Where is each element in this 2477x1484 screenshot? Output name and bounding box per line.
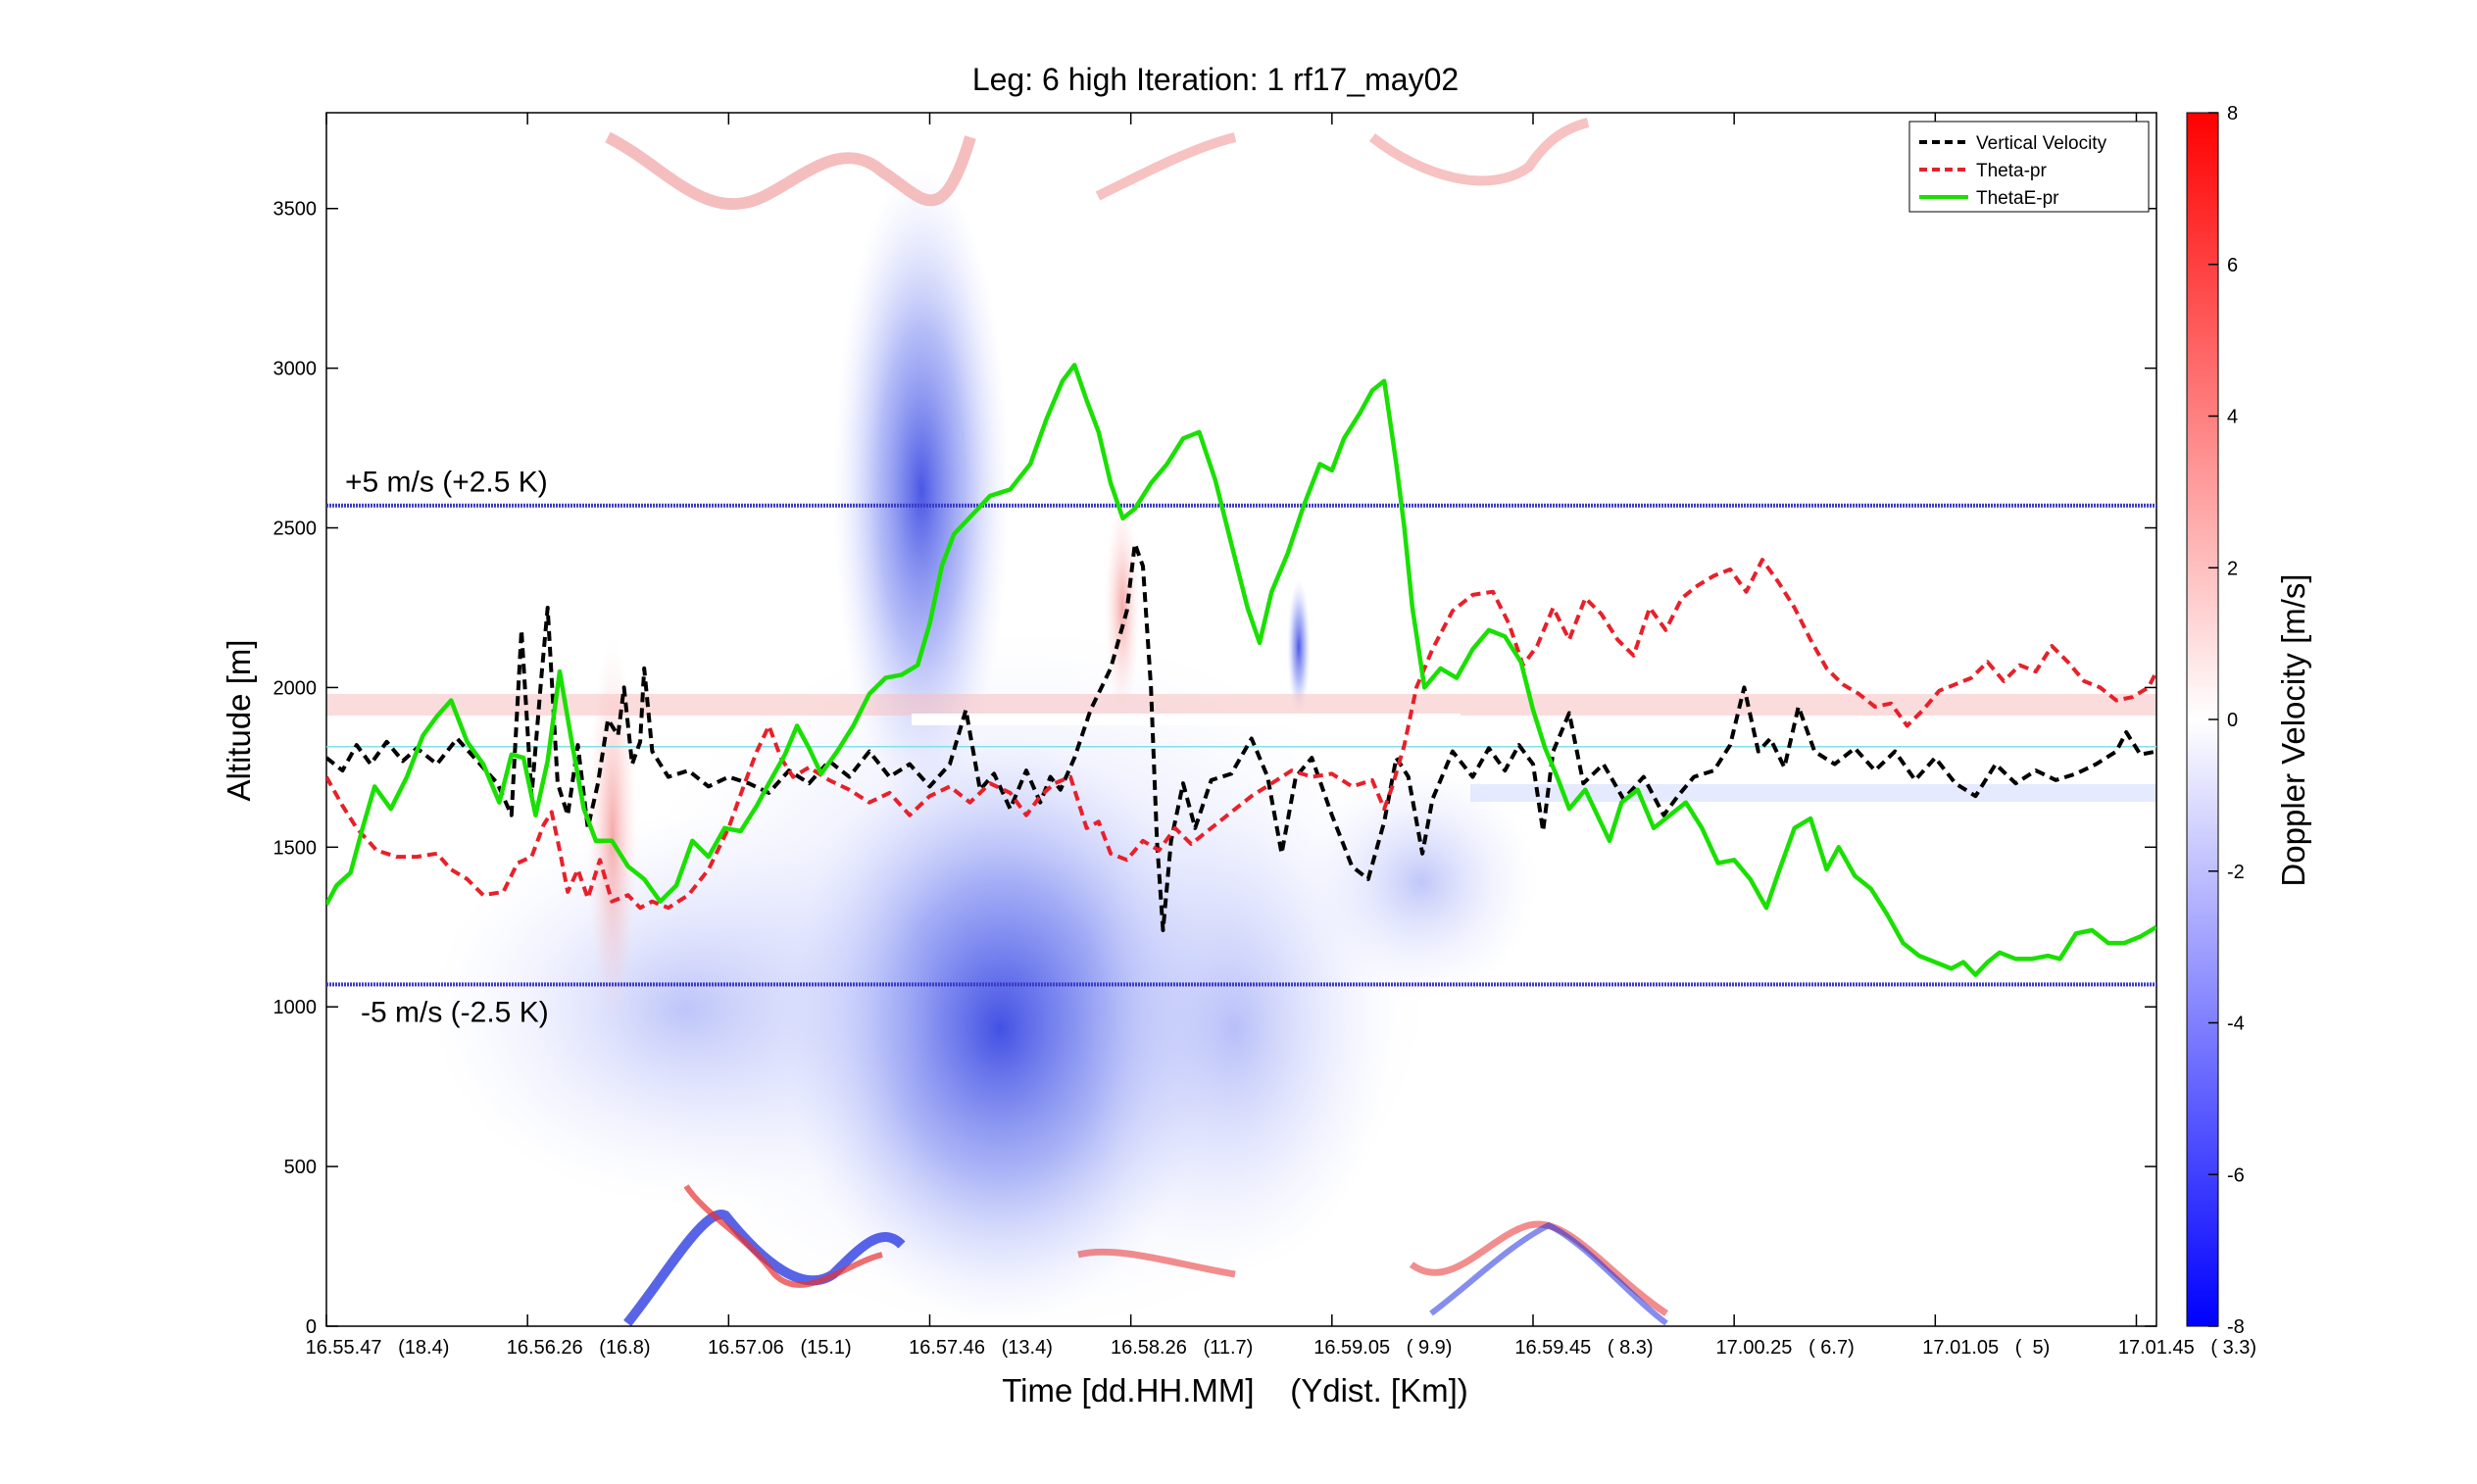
series-theta-pr-line bbox=[326, 558, 2156, 911]
x-axis: 16.55.47 (18.4) 16.56.26 (16.8) 16.57.06 (… bbox=[306, 113, 2256, 1359]
colorbar-tick-label: 6 bbox=[2227, 255, 2238, 276]
x-tick-label: 17.01.45 ( 3.3) bbox=[2118, 1337, 2256, 1359]
x-tick-label: 16.58.26 (11.7) bbox=[1111, 1337, 1253, 1359]
x-tick-label: 16.56.26 (16.8) bbox=[507, 1337, 651, 1359]
legend-label-vertical-velocity: Vertical Velocity bbox=[1976, 133, 2107, 154]
colorbar-tick-label: 8 bbox=[2227, 103, 2238, 124]
colorbar-tick-label: -8 bbox=[2227, 1316, 2245, 1338]
colorbar-tick-label: -4 bbox=[2227, 1014, 2245, 1035]
y-tick-label: 1500 bbox=[273, 837, 318, 859]
x-tick-label: 17.01.05 ( 5) bbox=[1922, 1337, 2050, 1359]
y-tick-label: 2000 bbox=[273, 677, 318, 699]
x-tick-label: 16.57.06 (15.1) bbox=[708, 1337, 852, 1359]
reference-line-label-0: +5 m/s (+2.5 K) bbox=[345, 467, 548, 499]
colorbar-label: Doppler Velocity [m/s] bbox=[2275, 573, 2311, 886]
plot-area bbox=[325, 112, 2157, 1327]
reference-lines: +5 m/s (+2.5 K) -5 m/s (-2.5 K) bbox=[326, 467, 2156, 1028]
reference-line-label-1: -5 m/s (-2.5 K) bbox=[361, 996, 549, 1028]
legend: Vertical Velocity Theta-pr ThetaE-pr bbox=[1908, 121, 2150, 213]
series-vertical-velocity-line bbox=[326, 541, 2156, 932]
colorbar-tick-label: -6 bbox=[2227, 1164, 2245, 1186]
y-tick-label: 3500 bbox=[273, 199, 318, 221]
colorbar-tick-label: 4 bbox=[2227, 407, 2238, 428]
y-tick-label: 1000 bbox=[273, 997, 318, 1018]
colorbar-tick-label: 0 bbox=[2227, 710, 2238, 731]
series-group bbox=[326, 363, 2156, 977]
doppler-field bbox=[326, 113, 2156, 1326]
y-tick-label: 0 bbox=[306, 1316, 317, 1338]
x-tick-label: 16.59.45 ( 8.3) bbox=[1514, 1337, 1653, 1359]
x-tick-label: 16.59.05 ( 9.9) bbox=[1313, 1337, 1452, 1359]
series-thetae-pr-line bbox=[326, 363, 2156, 977]
colorbar-tick-label: -2 bbox=[2227, 862, 2245, 883]
x-tick-label: 16.57.46 (13.4) bbox=[909, 1337, 1053, 1359]
y-axis-label: Altitude [m] bbox=[221, 639, 257, 801]
x-tick-label: 16.55.47 (18.4) bbox=[306, 1337, 450, 1359]
y-axis: 0 500 1000 1500 2000 2500 3000 3500 bbox=[273, 199, 2156, 1338]
colorbar: -8 -6 -4 -2 0 2 4 6 8 Doppler Velocity [m/s] bbox=[2186, 103, 2311, 1338]
legend-label-theta-pr: Theta-pr bbox=[1976, 161, 2047, 181]
x-axis-label: Time [dd.HH.MM] (Ydist. [Km]) bbox=[1002, 1372, 1468, 1409]
y-tick-label: 3000 bbox=[273, 359, 318, 380]
chart-title: Leg: 6 high Iteration: 1 rf17_may02 bbox=[972, 62, 1459, 97]
y-tick-label: 2500 bbox=[273, 519, 318, 540]
x-tick-label: 17.00.25 ( 6.7) bbox=[1716, 1337, 1855, 1359]
y-tick-label: 500 bbox=[284, 1157, 317, 1178]
colorbar-tick-label: 2 bbox=[2227, 558, 2238, 579]
legend-label-thetae-pr: ThetaE-pr bbox=[1976, 188, 2059, 209]
